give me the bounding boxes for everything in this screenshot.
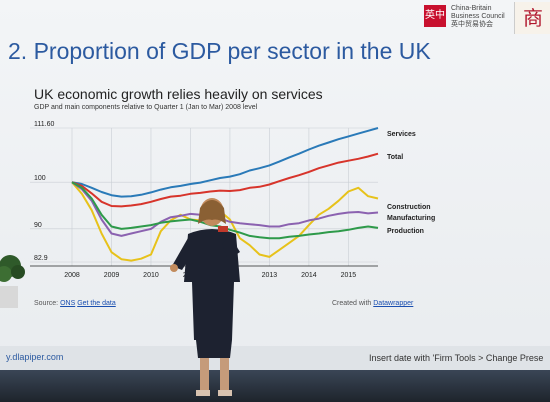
footer-note: Insert date with 'Firm Tools > Change Pr… xyxy=(369,353,544,363)
source-prefix: Source: xyxy=(34,300,59,307)
cbbc-logo: 英中 xyxy=(424,5,446,27)
credit-link: Datawrapper xyxy=(373,300,414,307)
chart-subtitle: GDP and main components relative to Quar… xyxy=(34,104,258,111)
secondary-logo: 商 xyxy=(514,2,550,34)
chart-source: Source: ONS Get the data xyxy=(34,300,116,307)
cbbc-logo-line1: China-Britain xyxy=(451,5,492,12)
slide-title: 2. Proportion of GDP per sector in the U… xyxy=(8,38,431,64)
stage-floor xyxy=(0,370,550,402)
credit-prefix: Created with xyxy=(332,300,372,307)
cbbc-logo-text: China-Britain Business Council 英中贸易协会 xyxy=(451,5,505,29)
footer-url: y.dlapiper.com xyxy=(6,352,64,362)
cbbc-logo-line3: 英中贸易协会 xyxy=(451,21,493,28)
potted-plant-icon xyxy=(0,255,25,308)
source-link-data: Get the data xyxy=(77,300,116,307)
chart-title: UK economic growth relies heavily on ser… xyxy=(34,86,323,102)
speaker-person xyxy=(170,198,240,396)
chart-credit: Created with Datawrapper xyxy=(332,300,413,307)
cbbc-logo-line2: Business Council xyxy=(451,13,505,20)
source-link-ons: ONS xyxy=(60,300,76,307)
slide-footer-bar xyxy=(0,346,550,370)
